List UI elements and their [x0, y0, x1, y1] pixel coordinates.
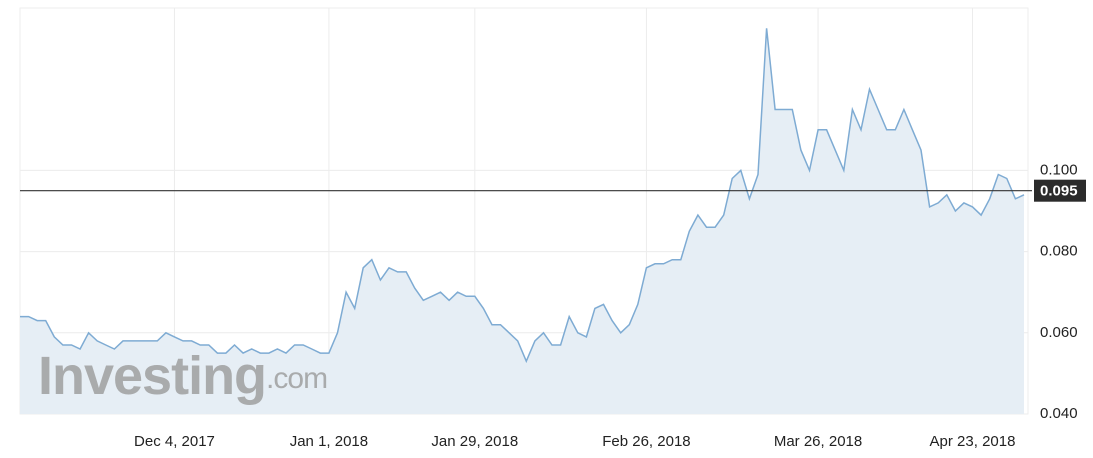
x-tick-label: Dec 4, 2017 [134, 433, 215, 450]
x-tick-label: Jan 29, 2018 [431, 433, 518, 450]
series [20, 28, 1025, 415]
y-tick-label: 0.040 [1040, 405, 1078, 422]
last-price-box [1034, 179, 1086, 202]
y-tick-label: 0.060 [1040, 324, 1078, 341]
x-tick-label: Mar 26, 2018 [774, 433, 862, 450]
area-fill [20, 28, 1024, 415]
y-tick-label: 0.100 [1040, 161, 1078, 178]
x-tick-label: Jan 1, 2018 [290, 433, 368, 450]
y-tick-label: 0.080 [1040, 243, 1078, 260]
overlay: 0.040 0.060 0.080 0.100 Dec 4, 2017 Jan 1, 20… [20, 161, 1086, 450]
x-tick-label: Feb 26, 2018 [602, 433, 690, 450]
price-line [20, 28, 1025, 364]
last-price-label: 0.095 [1040, 183, 1078, 200]
watermark-brand: Investing [38, 346, 266, 406]
watermark: Investing.com [38, 346, 327, 406]
x-tick-label: Apr 23, 2018 [930, 433, 1016, 450]
watermark-domain: .com [266, 362, 327, 395]
